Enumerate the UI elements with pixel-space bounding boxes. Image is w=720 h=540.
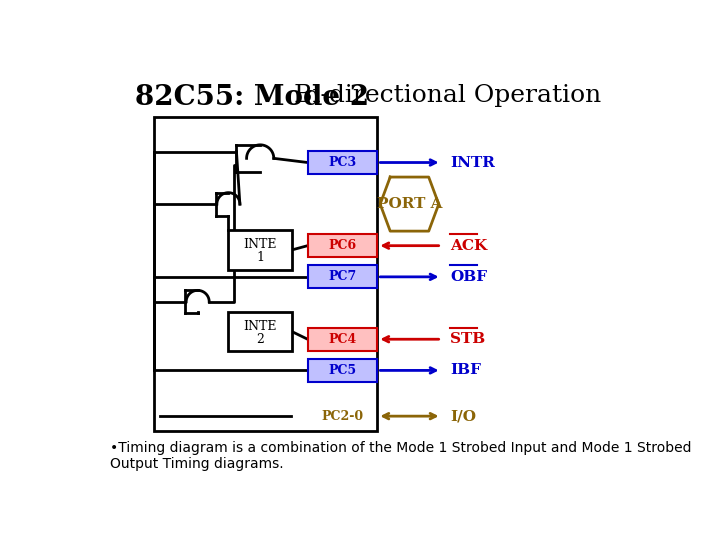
Text: ACK: ACK (450, 239, 487, 253)
Text: 2: 2 (256, 333, 264, 346)
Text: OBF: OBF (450, 270, 487, 284)
Text: 1: 1 (256, 251, 264, 264)
Bar (307, 359, 377, 382)
Text: INTE: INTE (243, 320, 277, 333)
Bar (228, 230, 292, 269)
Text: INTE: INTE (243, 238, 277, 251)
Text: PC2-0: PC2-0 (321, 410, 364, 423)
Text: IBF: IBF (450, 363, 481, 377)
Bar (307, 234, 377, 257)
Bar (307, 328, 377, 350)
Bar (154, 117, 377, 431)
Text: PC5: PC5 (328, 364, 356, 377)
Text: PC7: PC7 (328, 271, 356, 284)
Text: PORT A: PORT A (377, 197, 442, 211)
Text: PC4: PC4 (328, 333, 356, 346)
Text: Bi-directional Operation: Bi-directional Operation (294, 84, 601, 106)
Bar (228, 312, 292, 352)
Bar (307, 266, 377, 288)
Text: •Timing diagram is a combination of the Mode 1 Strobed Input and Mode 1 Strobed
: •Timing diagram is a combination of the … (109, 441, 691, 471)
Text: INTR: INTR (450, 156, 495, 170)
Text: 82C55: Mode 2: 82C55: Mode 2 (135, 84, 379, 111)
Text: I/O: I/O (450, 409, 476, 423)
Bar (307, 151, 377, 174)
Text: STB: STB (450, 332, 485, 346)
Text: PC3: PC3 (328, 156, 356, 169)
Text: PC6: PC6 (328, 239, 356, 252)
